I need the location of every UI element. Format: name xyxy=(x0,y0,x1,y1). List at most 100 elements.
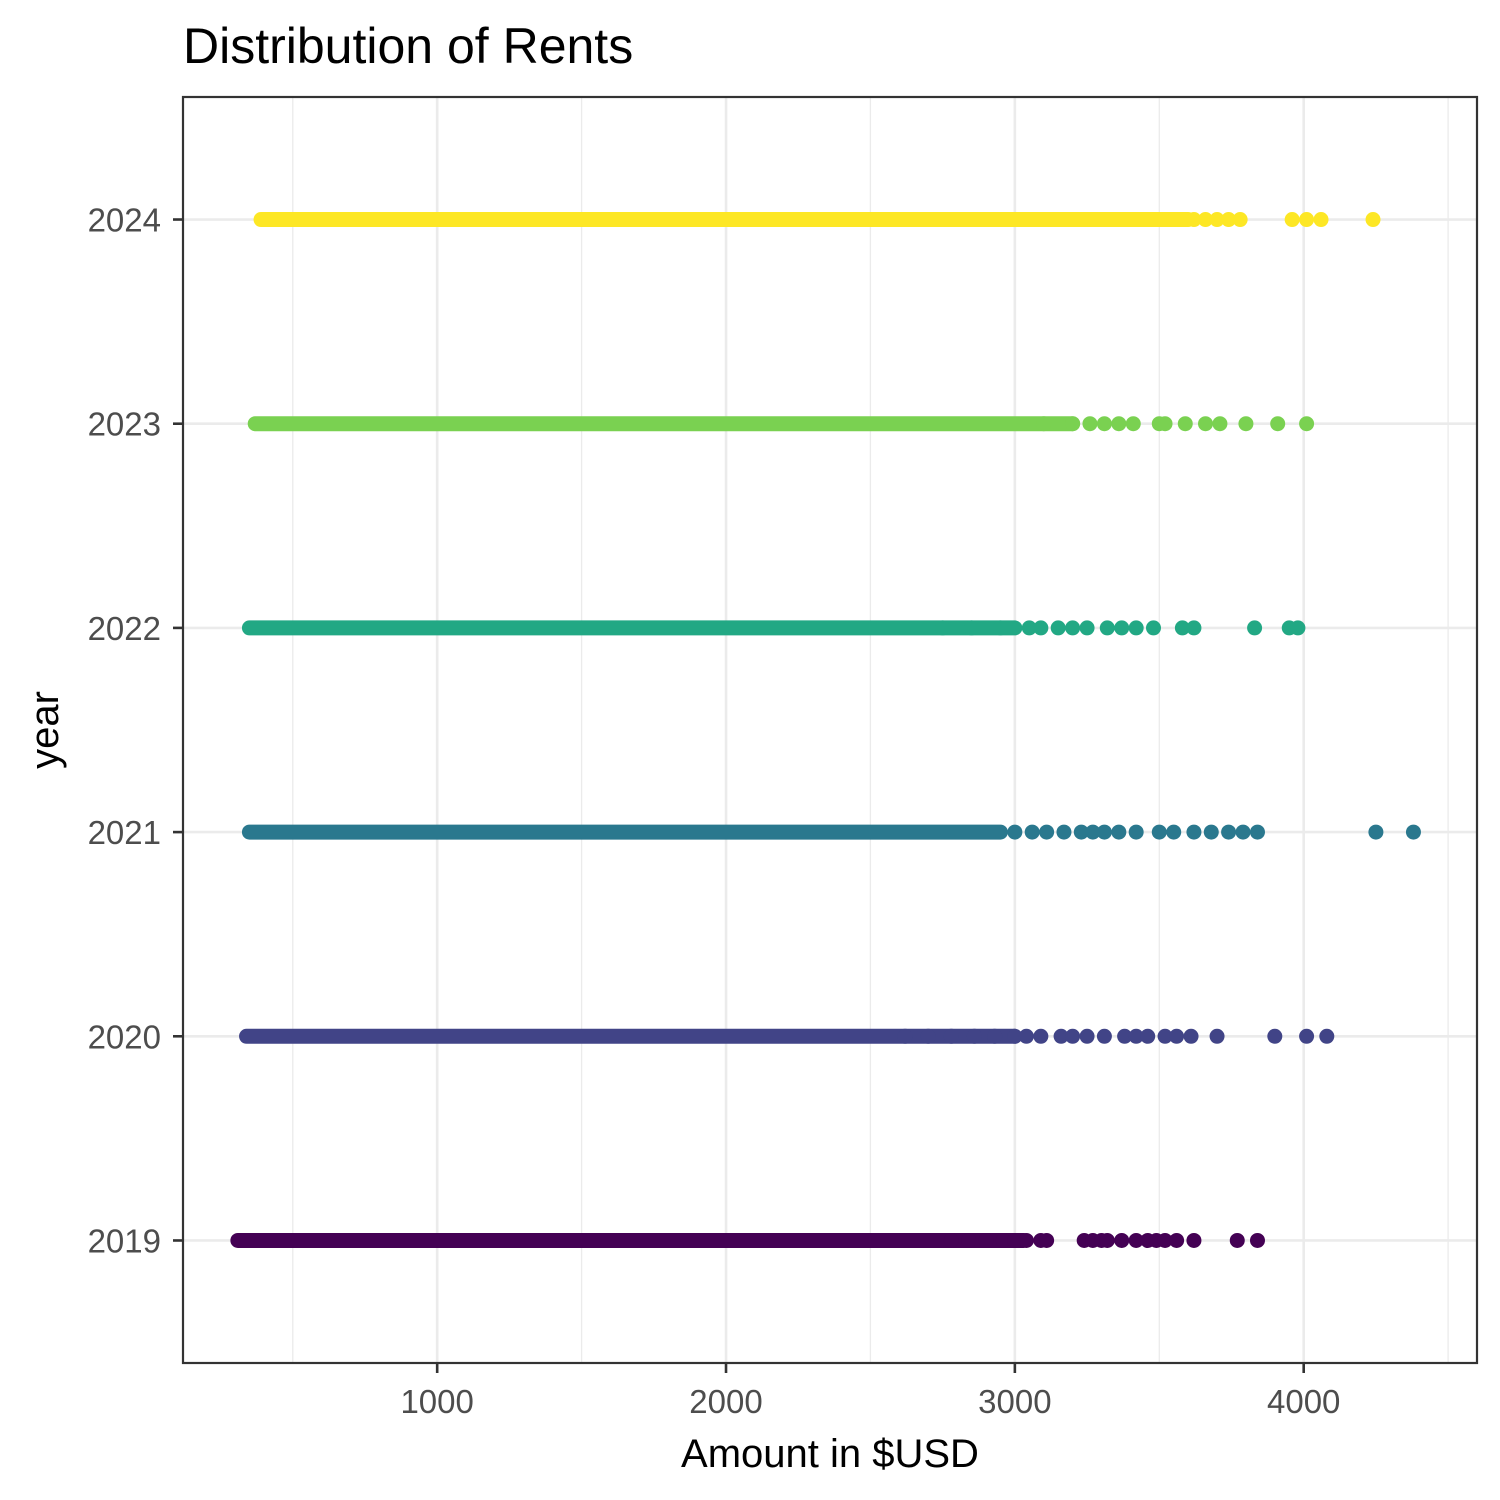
data-point xyxy=(1209,212,1225,228)
data-point xyxy=(1368,824,1384,840)
data-point xyxy=(1166,212,1182,228)
y-axis-title: year xyxy=(23,691,67,769)
data-point xyxy=(966,1028,982,1044)
data-point xyxy=(1267,1028,1283,1044)
data-point xyxy=(1021,620,1037,636)
data-point xyxy=(1290,620,1306,636)
data-point xyxy=(1125,416,1141,432)
data-point xyxy=(1065,620,1081,636)
data-point xyxy=(1079,1028,1095,1044)
data-point xyxy=(1096,824,1112,840)
data-points xyxy=(230,212,1421,1248)
data-point xyxy=(992,620,1008,636)
series-2023 xyxy=(247,416,1315,432)
series-2024 xyxy=(253,212,1381,228)
data-point xyxy=(1146,620,1161,636)
data-point xyxy=(1270,416,1286,432)
data-point xyxy=(1157,1232,1173,1248)
x-tick-label: 2000 xyxy=(689,1383,762,1420)
data-point xyxy=(1212,416,1228,432)
data-point xyxy=(1053,1028,1069,1044)
data-point xyxy=(1183,1028,1199,1044)
series-2019 xyxy=(230,1232,1265,1248)
data-point xyxy=(943,1028,959,1044)
x-tick-label: 1000 xyxy=(400,1383,473,1420)
data-point xyxy=(1073,824,1089,840)
data-point xyxy=(1229,1232,1245,1248)
data-point xyxy=(1111,824,1127,840)
data-point xyxy=(1186,620,1202,636)
data-point xyxy=(1082,416,1098,432)
data-point xyxy=(1151,824,1167,840)
data-point xyxy=(1299,416,1315,432)
data-point xyxy=(995,1232,1011,1248)
data-point xyxy=(897,1028,913,1044)
data-point xyxy=(1007,1232,1023,1248)
data-point xyxy=(1036,416,1052,432)
y-tick-label: 2023 xyxy=(88,406,161,443)
y-tick-label: 2020 xyxy=(88,1018,161,1055)
data-point xyxy=(1405,824,1421,840)
y-tick-label: 2022 xyxy=(88,610,161,647)
data-point xyxy=(1065,1028,1081,1044)
y-tick-label: 2021 xyxy=(88,814,161,851)
data-point xyxy=(1099,620,1115,636)
data-point xyxy=(1018,1028,1034,1044)
data-point xyxy=(1039,824,1055,840)
data-point xyxy=(1186,1232,1202,1248)
data-point xyxy=(1140,1028,1156,1044)
data-point xyxy=(1299,1028,1315,1044)
data-point xyxy=(1197,212,1213,228)
data-point xyxy=(1209,1028,1225,1044)
data-point xyxy=(1007,1028,1023,1044)
data-point xyxy=(1249,1232,1265,1248)
data-point xyxy=(1056,824,1072,840)
data-point xyxy=(1024,824,1040,840)
data-point xyxy=(943,1232,959,1248)
data-point xyxy=(1018,1232,1034,1248)
data-point xyxy=(1039,1232,1055,1248)
data-point xyxy=(1169,1232,1185,1248)
x-tick-label: 3000 xyxy=(978,1383,1051,1420)
data-point xyxy=(1221,824,1237,840)
data-point xyxy=(1186,212,1202,228)
y-tick-label: 2019 xyxy=(88,1222,161,1259)
data-point xyxy=(1299,212,1315,228)
series-2022 xyxy=(241,620,1306,636)
data-point xyxy=(1007,824,1023,840)
data-point xyxy=(978,1232,994,1248)
data-point xyxy=(1128,1028,1144,1044)
data-point xyxy=(1319,1028,1335,1044)
data-point xyxy=(1128,824,1144,840)
x-axis-title: Amount in $USD xyxy=(681,1432,979,1476)
data-point xyxy=(1128,1232,1144,1248)
data-point xyxy=(1221,212,1237,228)
data-point xyxy=(1174,620,1190,636)
x-tick-label: 4000 xyxy=(1267,1383,1340,1420)
data-point xyxy=(1096,1028,1112,1044)
data-point xyxy=(1065,416,1081,432)
data-point xyxy=(920,1028,936,1044)
y-axis: 2019 2020 2021 2022 2023 2024 xyxy=(88,202,183,1259)
x-axis: 1000 2000 3000 4000 xyxy=(400,1363,1340,1420)
data-point xyxy=(1033,620,1049,636)
data-point xyxy=(1157,1028,1173,1044)
data-point xyxy=(935,620,951,636)
data-point xyxy=(1177,416,1193,432)
series-2021 xyxy=(241,824,1421,840)
data-point xyxy=(1203,824,1219,840)
data-point xyxy=(1249,824,1265,840)
data-point xyxy=(1111,416,1127,432)
panel-border xyxy=(181,95,1479,1365)
data-point xyxy=(1114,1232,1130,1248)
data-point xyxy=(1186,824,1202,840)
data-point xyxy=(1169,1028,1185,1044)
series-2020 xyxy=(239,1028,1335,1044)
data-point xyxy=(1284,212,1300,228)
y-tick-label: 2024 xyxy=(88,202,161,239)
data-point xyxy=(1096,416,1112,432)
data-point xyxy=(964,620,980,636)
data-point xyxy=(1313,212,1329,228)
